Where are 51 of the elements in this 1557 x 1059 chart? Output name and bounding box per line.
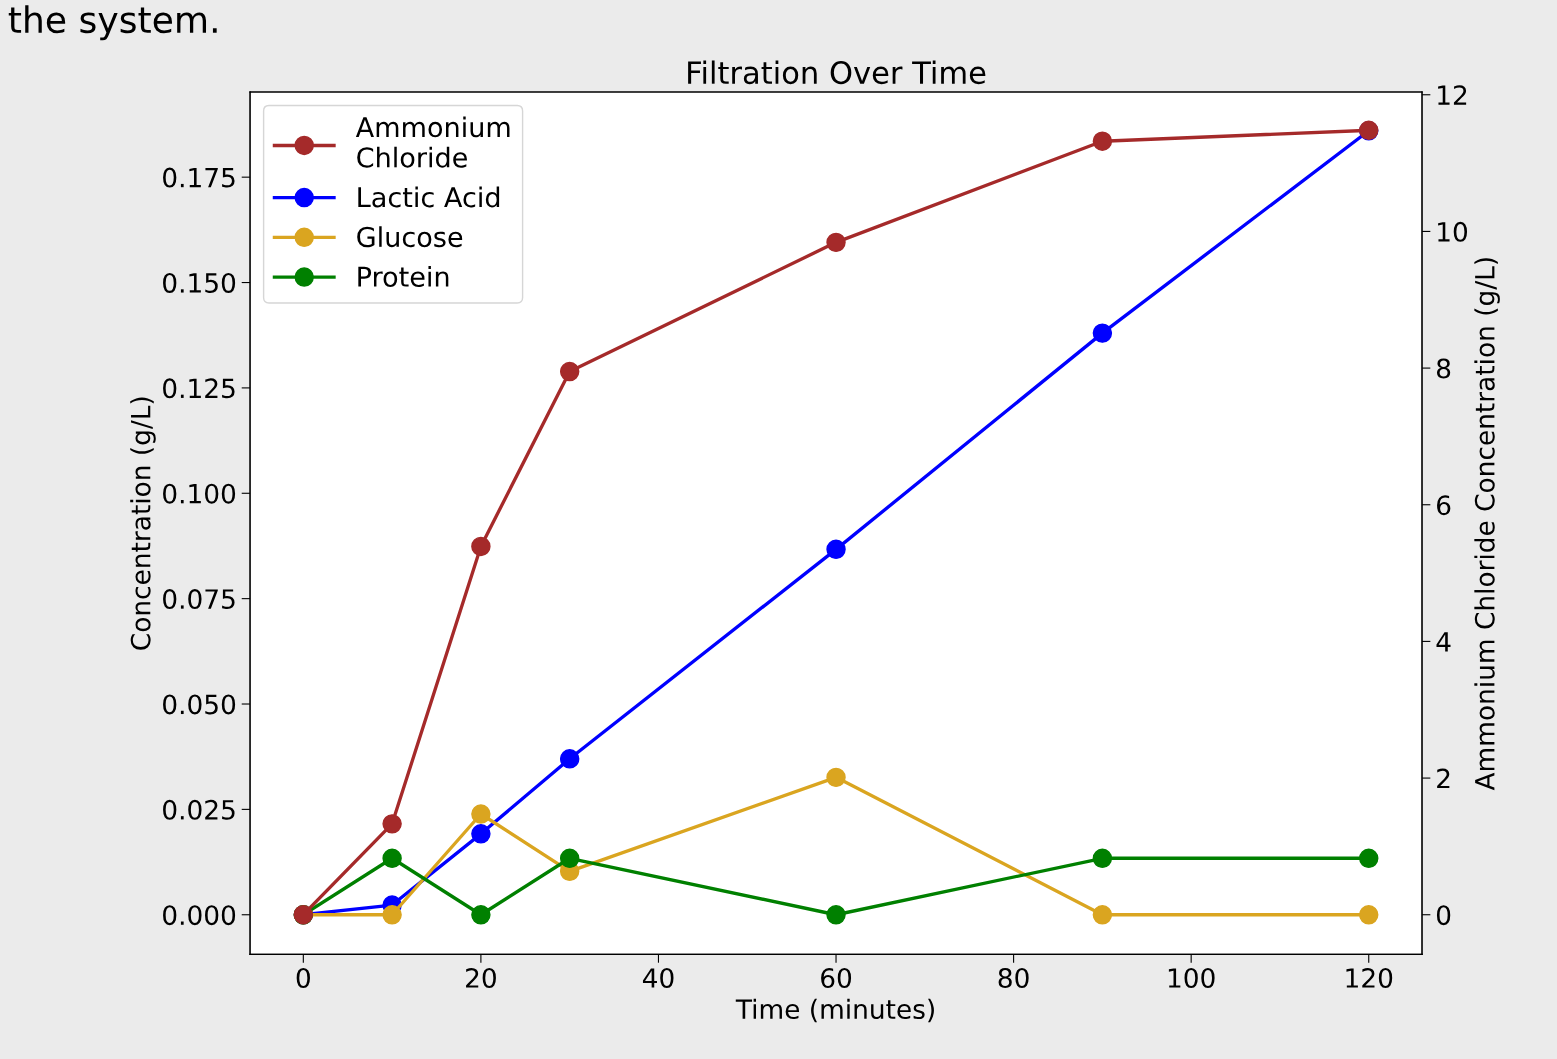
point <box>826 539 846 560</box>
y2-tick-label: 12 <box>1438 85 1467 105</box>
y2-tick-label: 2 <box>1437 768 1450 789</box>
point <box>559 361 580 382</box>
y2-tick-label: 8 <box>1436 358 1451 379</box>
point <box>826 767 846 788</box>
y2-axis-title: Ammonium Chloride Concentration (g/L) <box>1474 258 1500 791</box>
point <box>1092 905 1113 925</box>
x-tick-label: 120 <box>1346 968 1393 988</box>
point <box>826 232 846 253</box>
point <box>471 536 491 557</box>
point <box>559 749 580 769</box>
y-tick-label: 0.075 <box>163 589 235 610</box>
y-tick-label: 0.150 <box>163 272 236 293</box>
y2-tick-label: 4 <box>1436 632 1451 652</box>
point <box>559 848 580 868</box>
point <box>382 905 402 925</box>
x-tick-label: 0 <box>296 968 310 988</box>
y-tick-label: 0.000 <box>163 905 236 926</box>
x-axis-title: Time (minutes) <box>735 998 934 1023</box>
y2-tick-label: 6 <box>1437 495 1451 516</box>
x-tick-label: 40 <box>642 968 674 988</box>
point <box>1092 131 1113 151</box>
y-tick-label: 0.050 <box>163 694 236 715</box>
y-tick-label: 0.100 <box>163 483 236 504</box>
y2-tick-label: 10 <box>1438 221 1468 242</box>
x-tick-label: 80 <box>998 968 1029 988</box>
point <box>1092 323 1113 343</box>
y-tick-label: 0.025 <box>163 799 235 820</box>
x-tick-label: 60 <box>821 968 852 988</box>
x-tick-label: 100 <box>1168 968 1215 988</box>
point <box>1359 848 1379 868</box>
y-tick-label: 0.175 <box>163 167 235 188</box>
point <box>471 824 491 844</box>
legend-label: Ammonium Chloride <box>355 116 510 168</box>
y2-tick-label: 0 <box>1436 905 1451 926</box>
point <box>382 814 402 834</box>
x-tick-label: 20 <box>466 968 496 988</box>
text: the system. <box>8 5 217 41</box>
point <box>471 905 491 925</box>
point <box>826 905 846 925</box>
chart-title: Filtration Over Time <box>688 60 986 85</box>
y-tick-label: 0.125 <box>163 378 235 399</box>
point <box>1092 848 1113 868</box>
legend-label: Protein <box>358 265 449 287</box>
point <box>382 848 402 868</box>
legend-label: Lactic Acid <box>358 186 500 208</box>
y-axis-title: Concentration (g/L) <box>130 397 156 650</box>
legend-label: Glucose <box>357 226 463 248</box>
point <box>471 804 491 824</box>
point <box>1359 905 1379 925</box>
